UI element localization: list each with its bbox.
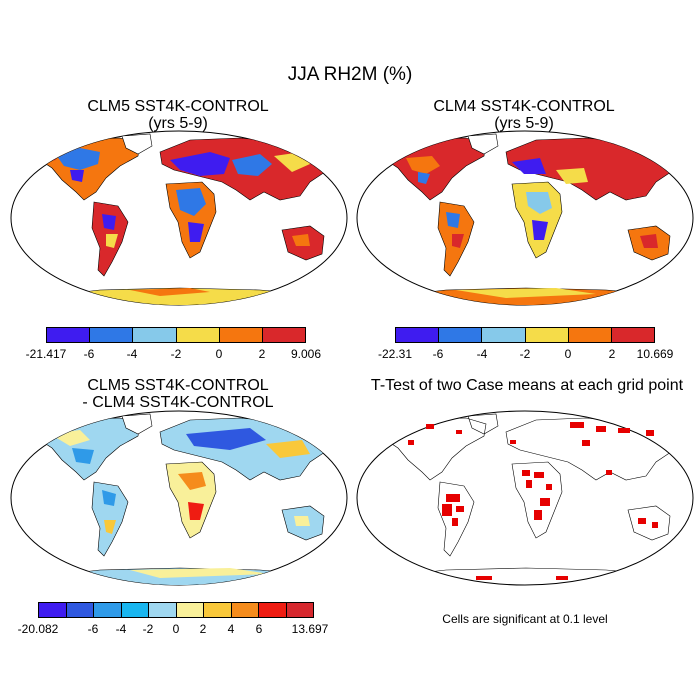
colorbar-3-swatch (66, 603, 94, 617)
colorbar-3-tick: 2 (199, 622, 207, 636)
colorbar-2-tick: 0 (564, 347, 572, 361)
colorbar-2-tick: -22.31 (377, 347, 413, 361)
colorbar-3-tick: 4 (227, 622, 235, 636)
map-2-greenland (467, 133, 499, 155)
colorbar-3-tick: -2 (142, 622, 154, 636)
colorbar-1-swatch (90, 328, 134, 342)
colorbar-2-tick: -4 (476, 347, 488, 361)
colorbar-3-tick: 13.697 (291, 622, 329, 636)
colorbar-1-swatch (219, 328, 263, 342)
colorbar-1-tick: 9.006 (290, 347, 322, 361)
map-4-africa (511, 461, 563, 539)
colorbar-1-tick: -4 (126, 347, 138, 361)
panel-3-title-line2: - CLM4 SST4K-CONTROL (82, 394, 274, 411)
colorbar-3-swatch (286, 603, 313, 617)
colorbar-panel-3 (38, 602, 314, 618)
colorbar-1-tick: -21.417 (25, 347, 67, 361)
colorbar-3-tick: 0 (172, 622, 180, 636)
colorbar-2-swatch (439, 328, 483, 342)
colorbar-3-swatch (149, 603, 177, 617)
panel-3-title-line1: CLM5 SST4K-CONTROL (87, 377, 269, 394)
colorbar-1-swatch (133, 328, 177, 342)
map-panel-2 (356, 130, 694, 306)
map-4-globe-outline (356, 410, 694, 586)
map-1-greenland (121, 133, 153, 155)
map-4-greenland (467, 413, 499, 435)
colorbar-3-tick: -20.082 (17, 622, 59, 636)
panel-1-title-line1: CLM5 SST4K-CONTROL (87, 98, 269, 115)
colorbar-1-swatch (47, 328, 91, 342)
colorbar-2-tick: 2 (608, 347, 616, 361)
colorbar-1-swatch (262, 328, 306, 342)
colorbar-1-tick: 0 (215, 347, 223, 361)
colorbar-2-tick: -2 (519, 347, 531, 361)
colorbar-1-tick: -6 (83, 347, 95, 361)
colorbar-3-swatch (39, 603, 67, 617)
figure-title: JJA RH2M (%) (287, 64, 413, 85)
colorbar-2-tick: -6 (432, 347, 444, 361)
colorbar-panel-2 (395, 327, 655, 343)
colorbar-2-swatch (525, 328, 569, 342)
colorbar-3-tick: -6 (87, 622, 99, 636)
colorbar-1-tick: -2 (170, 347, 182, 361)
colorbar-2-tick: 10.669 (636, 347, 674, 361)
panel-1-title-line2: (yrs 5-9) (148, 115, 208, 132)
colorbar-3-swatch (204, 603, 232, 617)
colorbar-3-swatch (259, 603, 287, 617)
map-4-north-america (379, 417, 487, 481)
colorbar-3-tick: -4 (115, 622, 127, 636)
panel-2-title-line2: (yrs 5-9) (494, 115, 554, 132)
colorbar-panel-1 (46, 327, 306, 343)
colorbar-3-swatch (231, 603, 259, 617)
colorbar-3-swatch (176, 603, 204, 617)
map-panel-1 (10, 130, 348, 306)
colorbar-2-swatch (396, 328, 440, 342)
panel-4-title-line1: T-Test of two Case means at each grid po… (370, 377, 684, 394)
panel-2-title: CLM4 SST4K-CONTROL (yrs 5-9) (354, 98, 694, 132)
map-4-south-america (437, 481, 475, 557)
significant-cells (408, 422, 658, 580)
map-panel-3 (10, 410, 348, 586)
colorbar-2-swatch (611, 328, 655, 342)
colorbar-2-swatch (568, 328, 612, 342)
panel-1-title: CLM5 SST4K-CONTROL (yrs 5-9) (8, 98, 348, 132)
map-3-greenland (121, 413, 153, 435)
significance-note: Cells are significant at 0.1 level (442, 612, 608, 626)
colorbar-1-swatch (176, 328, 220, 342)
map-panel-4 (356, 410, 694, 586)
colorbar-3-swatch (121, 603, 149, 617)
colorbar-3-tick: 6 (255, 622, 263, 636)
map-3-south-america (91, 481, 129, 557)
colorbar-3-swatch (94, 603, 122, 617)
panel-3-title: CLM5 SST4K-CONTROL - CLM4 SST4K-CONTROL (8, 377, 348, 411)
panel-4-title: T-Test of two Case means at each grid po… (354, 377, 700, 394)
colorbar-1-tick: 2 (258, 347, 266, 361)
colorbar-2-swatch (482, 328, 526, 342)
map-4-australia (627, 505, 671, 541)
panel-2-title-line1: CLM4 SST4K-CONTROL (433, 98, 615, 115)
